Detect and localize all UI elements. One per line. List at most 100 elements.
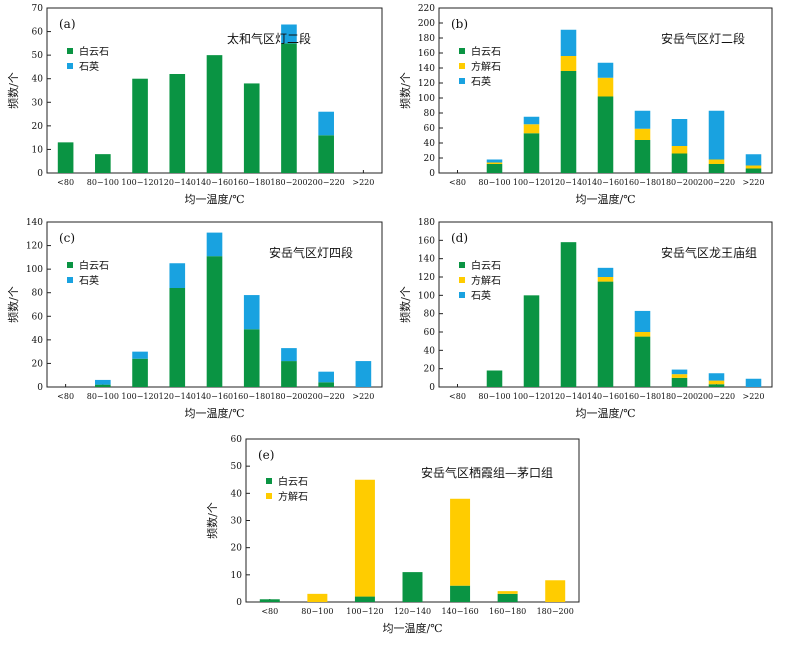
bar-dolomite [497,593,518,602]
x-tick-label: 80−100 [478,178,510,187]
y-tick-label: 100 [418,94,435,104]
bar-dolomite [281,361,297,387]
y-tick-label: 40 [424,139,436,149]
x-tick-label: 160−180 [624,178,661,187]
panel-a: 0 10 20 30 40 50 60 70 <80 80−100 100−120 120−140 14… [6,4,383,206]
x-tick-label: 80−100 [478,392,510,401]
bar-quartz [169,263,186,288]
y-tick-label: 20 [32,359,44,369]
bar-dolomite [132,78,148,173]
x-tick-label: 200−220 [308,178,345,187]
legend-label: 石英 [471,289,491,302]
legend-swatch-calcite [266,493,272,499]
bar-quartz [671,119,688,146]
bar-dolomite [634,336,651,387]
legend-label: 方解石 [471,274,501,287]
bar-quartz [560,29,577,56]
bar-quartz [597,267,614,277]
bar-dolomite [402,572,423,602]
bar-dolomite [523,133,540,173]
panel-title: 安岳气区灯二段 [661,31,745,46]
y-tick-label: 60 [32,28,44,38]
x-tick-label: <80 [57,178,74,187]
legend-label: 白云石 [471,259,501,272]
bar-dolomite [597,281,614,387]
panel-title: 安岳气区栖霞组—茅口组 [421,465,553,480]
x-tick-label: 140−160 [196,392,233,401]
bar-dolomite [243,83,260,173]
x-tick-label: 120−140 [394,607,431,616]
bar-calcite [671,146,688,154]
panel-label: (c) [59,231,75,245]
y-axis-label: 频数/个 [398,286,412,323]
y-tick-label: 20 [32,122,44,132]
bar-quartz [745,154,762,166]
bar-dolomite [486,164,503,173]
y-tick-label: 0 [37,169,43,179]
x-tick-label: 80−100 [301,607,333,616]
legend-label: 石英 [79,60,99,73]
legend-swatch-dolomite [459,262,465,268]
legend-swatch-quartz [67,277,73,283]
y-tick-label: 120 [26,242,43,252]
x-tick-label: 180−200 [537,607,574,616]
x-tick-label: 100−120 [121,392,158,401]
x-tick-label: 120−140 [159,392,196,401]
y-tick-label: 50 [32,51,44,61]
legend-label: 白云石 [471,45,501,58]
legend-swatch-dolomite [67,262,73,268]
x-tick-label: <80 [449,392,466,401]
y-tick-label: 60 [424,124,436,134]
bar-dolomite [671,153,688,173]
y-tick-label: 40 [32,336,44,346]
x-tick-label: 80−100 [87,392,119,401]
bar-calcite [597,277,614,282]
bar-quartz [634,110,651,129]
y-tick-label: 0 [236,598,242,608]
panel-d: 0 20 40 60 80 100 120 140 160 180 <80 80−100 100−120… [398,218,773,420]
bar-calcite [497,591,518,594]
x-tick-label: 200−220 [698,392,735,401]
bar-quartz [597,62,614,78]
bar-calcite [634,128,651,140]
y-tick-label: 40 [32,75,44,85]
x-axis-label: 均一温度/℃ [184,192,244,206]
y-tick-label: 200 [418,19,435,29]
bar-dolomite [560,242,577,387]
y-tick-label: 160 [418,49,435,59]
bar-dolomite [560,71,577,173]
y-axis-label: 频数/个 [6,72,20,109]
bar-calcite [708,380,725,385]
legend-swatch-calcite [459,277,465,283]
legend-swatch-calcite [459,63,465,69]
legend-label: 石英 [471,75,491,88]
bar-dolomite [708,384,725,387]
legend-swatch-dolomite [459,48,465,54]
x-tick-label: 200−220 [308,392,345,401]
bar-calcite [560,56,577,71]
legend-label: 方解石 [278,490,308,503]
y-tick-label: 20 [424,365,436,375]
x-tick-label: 120−140 [159,178,196,187]
y-axis-label: 频数/个 [205,502,219,539]
x-tick-label: 100−120 [346,607,383,616]
x-tick-label: 80−100 [87,178,119,187]
bar-dolomite [634,140,651,173]
bar-calcite [523,124,540,134]
panel-title: 太和气区灯二段 [227,31,311,46]
x-tick-label: 180−200 [270,392,307,401]
legend-label: 石英 [79,274,99,287]
y-tick-label: 100 [26,265,43,275]
bar-dolomite [523,295,540,387]
bar-dolomite [206,256,223,387]
y-axis-label: 频数/个 [6,286,20,323]
y-tick-label: 40 [424,346,436,356]
x-tick-label: >220 [352,392,374,401]
x-tick-label: 180−200 [661,392,698,401]
bar-dolomite [206,55,223,174]
bar-dolomite [95,384,111,387]
panel-title: 安岳气区龙王庙组 [661,245,757,260]
y-tick-label: 0 [429,169,435,179]
